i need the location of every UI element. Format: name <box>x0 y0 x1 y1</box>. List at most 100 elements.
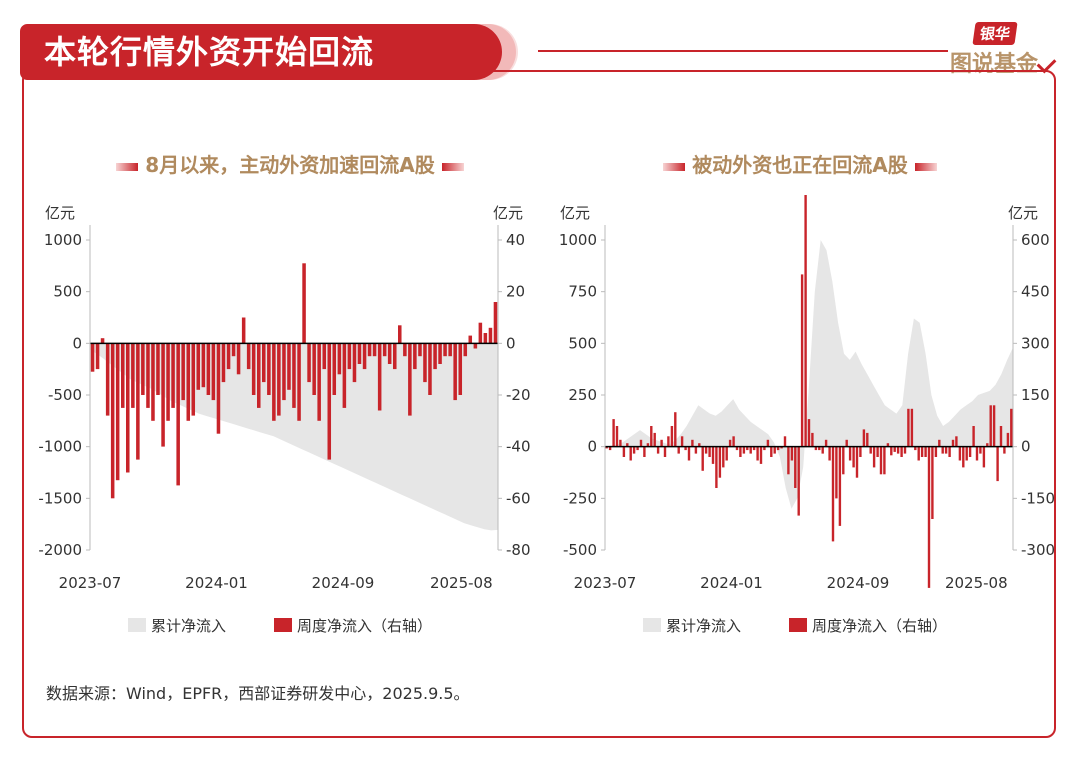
chart-1-title: 8月以来，主动外资加速回流A股 <box>145 153 435 177</box>
weekly-bar <box>423 343 427 383</box>
weekly-bar <box>327 343 332 460</box>
legend-area-swatch <box>643 618 661 632</box>
left-tick-label: 0 <box>587 438 597 456</box>
weekly-bar <box>917 446 920 461</box>
weekly-bar <box>811 432 814 447</box>
weekly-bar <box>886 443 890 447</box>
weekly-bar <box>770 446 773 457</box>
weekly-bar <box>948 446 951 457</box>
weekly-bar <box>667 436 670 447</box>
weekly-bar <box>907 408 910 447</box>
left-tick-label: -1000 <box>38 438 82 456</box>
legend-bar-swatch <box>274 618 292 632</box>
weekly-bar <box>297 343 301 421</box>
weekly-bar <box>838 446 842 526</box>
weekly-bar <box>941 446 944 454</box>
weekly-bar <box>398 325 402 344</box>
weekly-bar <box>927 446 931 588</box>
left-tick-label: -2000 <box>38 541 82 559</box>
content-frame <box>22 70 1056 738</box>
weekly-bar <box>196 343 201 390</box>
weekly-bar <box>307 343 311 383</box>
legend-bar-label: 周度净流入（右轴） <box>297 617 432 635</box>
weekly-bar <box>287 343 291 390</box>
weekly-bar <box>982 446 986 468</box>
weekly-bar <box>722 446 725 468</box>
weekly-bar <box>776 446 780 451</box>
weekly-bar <box>859 446 862 457</box>
weekly-bar <box>900 446 903 457</box>
weekly-bar <box>458 343 463 395</box>
weekly-bar <box>766 439 770 447</box>
weekly-bar <box>955 436 958 447</box>
weekly-bar <box>493 302 498 344</box>
weekly-bar <box>903 446 907 454</box>
right-unit-label: 亿元 <box>493 204 523 222</box>
weekly-bar <box>322 343 327 370</box>
weekly-bar <box>639 439 643 447</box>
weekly-bar <box>377 343 382 411</box>
right-tick-label: -60 <box>506 489 531 507</box>
right-tick-label: -40 <box>506 438 531 456</box>
weekly-bar <box>924 446 927 457</box>
chart-2-title-wrap: 被动外资也正在回流A股 <box>590 150 1010 180</box>
weekly-bar <box>848 446 852 461</box>
weekly-bar <box>115 343 120 481</box>
left-tick-label: 750 <box>568 283 597 301</box>
weekly-bar <box>876 446 879 457</box>
weekly-bar <box>920 446 924 457</box>
weekly-bar <box>818 446 821 451</box>
weekly-bar <box>842 446 845 475</box>
weekly-bar <box>931 446 934 519</box>
weekly-bar <box>488 327 493 344</box>
chart-1-title-wrap: 8月以来，主动外资加速回流A股 <box>60 150 520 180</box>
weekly-bar <box>626 443 629 447</box>
weekly-bar <box>161 343 165 447</box>
weekly-bar <box>643 446 646 457</box>
weekly-bar <box>387 343 392 364</box>
weekly-bar <box>632 446 636 454</box>
legend-area-label: 累计净流入 <box>666 617 741 635</box>
weekly-bar <box>615 426 619 447</box>
legend-bar-swatch <box>789 618 807 632</box>
data-source: 数据来源：Wind，EPFR，西部证券研发中心，2025.9.5。 <box>46 684 470 703</box>
weekly-bar <box>797 446 800 516</box>
weekly-bar <box>372 343 377 357</box>
weekly-bar <box>362 343 367 370</box>
left-tick-label: 1000 <box>44 231 82 249</box>
weekly-bar <box>986 443 989 447</box>
weekly-bar <box>958 446 962 461</box>
weekly-bar <box>763 446 766 451</box>
weekly-bar <box>90 343 95 372</box>
weekly-bar <box>629 446 632 461</box>
weekly-bar <box>968 446 972 457</box>
weekly-bar <box>650 426 653 447</box>
weekly-bar <box>975 446 979 461</box>
weekly-bar <box>752 446 756 451</box>
weekly-bar <box>231 343 236 357</box>
legend-area-swatch <box>128 618 146 632</box>
right-tick-label: 300 <box>1021 334 1050 352</box>
weekly-bar <box>438 343 442 364</box>
right-tick-label: -20 <box>506 386 531 404</box>
weekly-bar <box>711 446 715 464</box>
weekly-bar <box>787 446 790 475</box>
cumulative-area <box>605 240 1013 509</box>
weekly-bar <box>443 343 447 357</box>
chart-passive-foreign: 亿元 亿元 1000 750 500 250 0 -250 -500 600 450 300 150 0 -… <box>559 195 1055 635</box>
weekly-bar <box>800 274 804 447</box>
weekly-bar <box>944 446 948 454</box>
weekly-bar <box>413 343 417 370</box>
weekly-bar <box>890 446 893 456</box>
weekly-bar <box>653 432 656 447</box>
right-tick-label: 0 <box>1021 438 1031 456</box>
chart-2-title: 被动外资也正在回流A股 <box>692 153 908 177</box>
weekly-bar <box>1010 408 1013 447</box>
weekly-bar <box>246 343 251 370</box>
weekly-bar <box>790 446 794 461</box>
title-deco-right-1 <box>441 162 464 171</box>
weekly-bar <box>855 446 859 478</box>
weekly-bar <box>418 343 422 357</box>
weekly-bar <box>121 343 125 408</box>
weekly-bar <box>728 439 732 447</box>
